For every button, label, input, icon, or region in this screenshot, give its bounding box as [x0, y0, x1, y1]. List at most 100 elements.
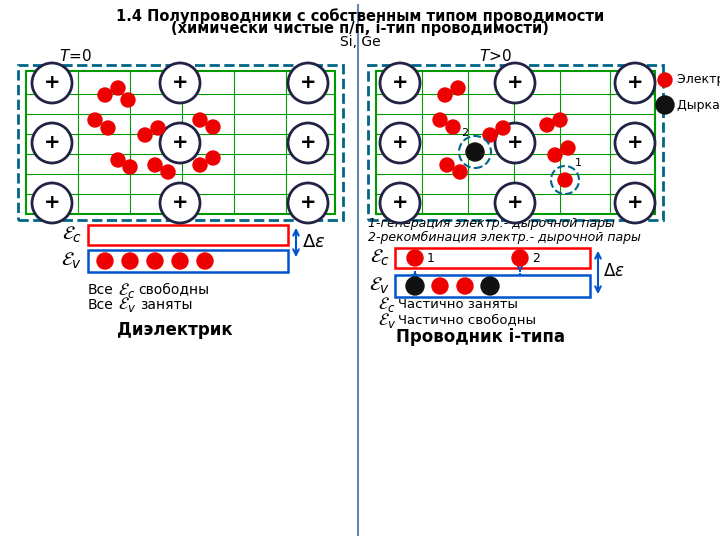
Text: +: +: [392, 73, 408, 92]
Circle shape: [88, 113, 102, 127]
Circle shape: [197, 253, 213, 269]
Bar: [368, 65, 663, 220]
Circle shape: [406, 277, 424, 295]
Circle shape: [193, 158, 207, 172]
Circle shape: [553, 113, 567, 127]
Circle shape: [615, 63, 655, 103]
Circle shape: [380, 63, 420, 103]
Circle shape: [148, 158, 162, 172]
Text: $\mathit{T}$>0: $\mathit{T}$>0: [479, 48, 511, 64]
Circle shape: [123, 160, 137, 174]
Circle shape: [172, 253, 188, 269]
Circle shape: [97, 253, 113, 269]
Circle shape: [32, 183, 72, 223]
Circle shape: [98, 88, 112, 102]
Text: +: +: [626, 73, 643, 92]
Text: +: +: [44, 133, 60, 152]
Circle shape: [111, 81, 125, 95]
Text: +: +: [392, 133, 408, 152]
Circle shape: [288, 123, 328, 163]
Text: Частично заняты: Частично заняты: [398, 299, 518, 312]
Circle shape: [440, 158, 454, 172]
Circle shape: [561, 141, 575, 155]
Text: 1: 1: [575, 158, 582, 168]
Circle shape: [451, 81, 465, 95]
Text: $\mathit{T}$=0: $\mathit{T}$=0: [58, 48, 91, 64]
Text: +: +: [392, 193, 408, 213]
Circle shape: [101, 121, 115, 135]
Text: +: +: [507, 73, 523, 92]
Text: Все: Все: [88, 283, 114, 297]
Text: +: +: [300, 133, 316, 152]
Circle shape: [548, 148, 562, 162]
Bar: [18, 65, 343, 220]
Text: +: +: [507, 193, 523, 213]
Text: Электрон (-): Электрон (-): [677, 73, 720, 86]
Text: $\mathcal{E}_v$: $\mathcal{E}_v$: [118, 295, 136, 314]
Circle shape: [495, 183, 535, 223]
Text: +: +: [44, 73, 60, 92]
Text: 1: 1: [427, 252, 435, 265]
Text: Все: Все: [88, 298, 114, 312]
Circle shape: [512, 250, 528, 266]
Bar: [88, 225, 288, 245]
Text: Диэлектрик: Диэлектрик: [117, 321, 233, 339]
Circle shape: [453, 165, 467, 179]
Circle shape: [658, 73, 672, 87]
Text: свободны: свободны: [138, 283, 209, 297]
Circle shape: [380, 183, 420, 223]
Circle shape: [288, 63, 328, 103]
Circle shape: [656, 96, 674, 114]
Bar: [395, 248, 590, 268]
Circle shape: [160, 123, 200, 163]
Circle shape: [32, 123, 72, 163]
Circle shape: [615, 183, 655, 223]
Text: $\mathcal{E}_c$: $\mathcal{E}_c$: [370, 248, 390, 268]
Circle shape: [558, 173, 572, 187]
Text: +: +: [172, 133, 188, 152]
Circle shape: [438, 88, 452, 102]
Text: $\mathcal{E}_c$: $\mathcal{E}_c$: [378, 295, 395, 314]
Circle shape: [193, 113, 207, 127]
Text: Частично свободны: Частично свободны: [398, 314, 536, 327]
Text: +: +: [300, 193, 316, 213]
Circle shape: [495, 63, 535, 103]
Bar: [88, 250, 288, 272]
Text: Дырка (+): Дырка (+): [677, 98, 720, 111]
Circle shape: [432, 278, 448, 294]
Circle shape: [407, 250, 423, 266]
Text: +: +: [507, 133, 523, 152]
Circle shape: [466, 143, 484, 161]
Text: $\Delta\varepsilon$: $\Delta\varepsilon$: [302, 233, 325, 251]
Text: $\Delta\varepsilon$: $\Delta\varepsilon$: [603, 262, 625, 280]
Text: 2: 2: [461, 128, 468, 138]
Circle shape: [206, 120, 220, 134]
Circle shape: [138, 128, 152, 142]
Text: Si, Ge: Si, Ge: [340, 35, 380, 49]
Circle shape: [288, 183, 328, 223]
Text: Проводник i-типа: Проводник i-типа: [395, 328, 564, 346]
Circle shape: [496, 121, 510, 135]
Circle shape: [433, 113, 447, 127]
Bar: [376, 71, 655, 214]
Circle shape: [540, 118, 554, 132]
Circle shape: [32, 63, 72, 103]
Circle shape: [161, 165, 175, 179]
Circle shape: [495, 123, 535, 163]
Circle shape: [111, 153, 125, 167]
Text: 1.4 Полупроводники с собственным типом проводимости: 1.4 Полупроводники с собственным типом п…: [116, 8, 604, 24]
Text: +: +: [626, 133, 643, 152]
Text: 2: 2: [532, 252, 540, 265]
Circle shape: [446, 120, 460, 134]
Bar: [395, 275, 590, 297]
Circle shape: [481, 277, 499, 295]
Text: 2-рекомбинация электр.- дырочной пары: 2-рекомбинация электр.- дырочной пары: [368, 231, 641, 244]
Text: (химически чистые п/п, i-тип проводимости): (химически чистые п/п, i-тип проводимост…: [171, 21, 549, 36]
Circle shape: [615, 123, 655, 163]
Text: +: +: [44, 193, 60, 213]
Text: +: +: [172, 73, 188, 92]
Circle shape: [483, 128, 497, 142]
Circle shape: [147, 253, 163, 269]
Circle shape: [151, 121, 165, 135]
Text: заняты: заняты: [140, 298, 192, 312]
